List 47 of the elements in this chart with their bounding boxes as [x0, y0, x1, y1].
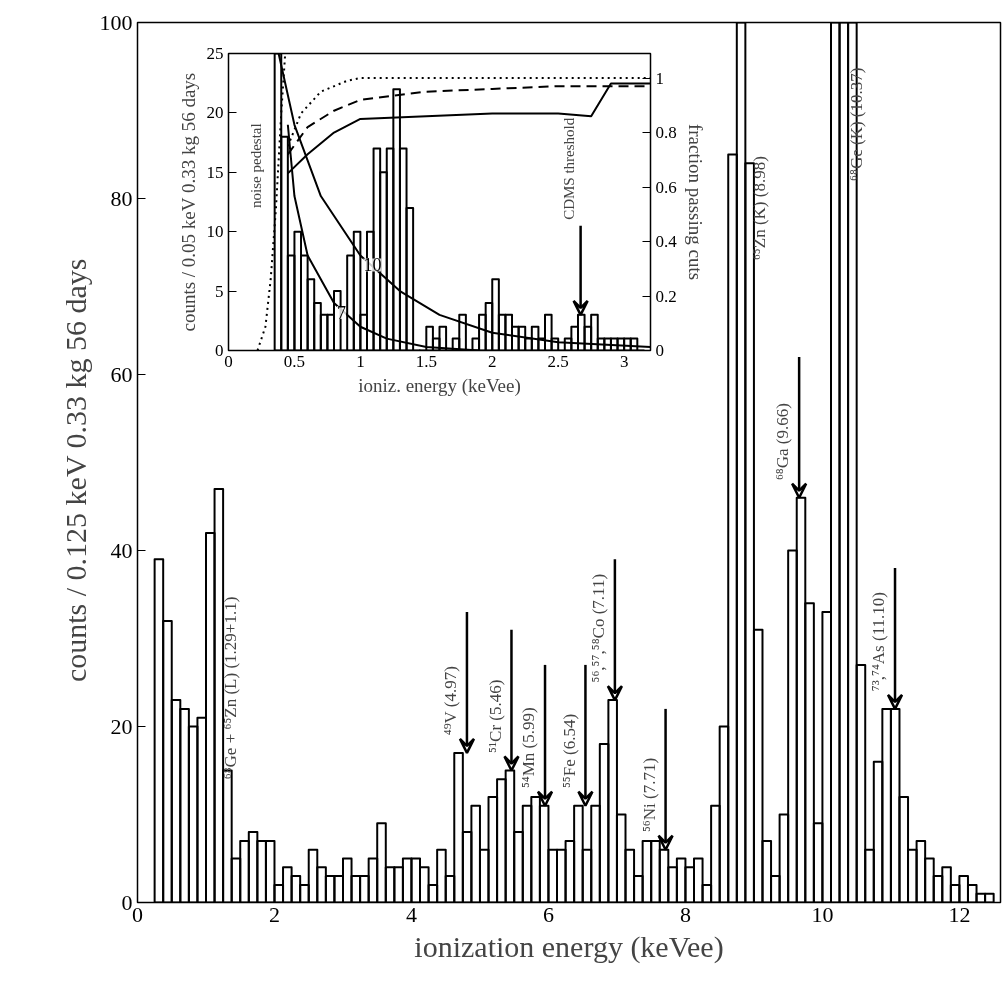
- y-tick-label: 25: [206, 44, 224, 63]
- y-tick-label: 20: [206, 103, 224, 123]
- series-label: 7: [337, 302, 346, 323]
- y-tick-label: 80: [110, 185, 133, 211]
- y-tick-label: 100: [99, 9, 133, 35]
- y2-tick-label: 0.8: [655, 123, 677, 143]
- annotation: ⁶⁸Ge + ⁶⁵Zn (L) (1.29+1.1): [221, 596, 241, 780]
- annotation: ⁵⁵Fe (6.54): [559, 713, 579, 789]
- y2-tick-label: 1: [655, 68, 664, 88]
- annotation: ⁶⁸Ge (K) (10.37): [847, 67, 867, 181]
- x-tick-label: 0.5: [283, 351, 306, 371]
- y-tick-label: 10: [206, 222, 224, 242]
- annotation: ⁵⁴Mn (5.99): [519, 707, 539, 789]
- y-axis-title: counts / 0.125 keV 0.33 kg 56 days: [58, 258, 92, 683]
- annotation: ⁷³,⁷⁴As (11.10): [869, 592, 889, 692]
- annotation: ⁶⁸Ga (9.66): [773, 403, 793, 481]
- y2-tick-label: 0.4: [655, 232, 678, 252]
- y2-tick-label: 0.6: [655, 177, 677, 197]
- x-tick-label: 3: [619, 351, 629, 371]
- x-tick-label: 1.5: [415, 351, 437, 371]
- y2-tick-label: 0.2: [655, 286, 677, 306]
- series-label: 10: [363, 255, 382, 276]
- x-tick-label: 8: [679, 901, 691, 927]
- x-tick-label: 12: [948, 901, 971, 927]
- y2-axis-title: fraction passing cuts: [684, 123, 706, 281]
- y-tick-label: 20: [110, 713, 133, 739]
- x-tick-label: 4: [405, 901, 417, 927]
- y-axis-title: counts / 0.05 keV 0.33 kg 56 days: [177, 72, 199, 332]
- annotation: ⁵⁶,⁵⁷,⁵⁸Co (7.11): [588, 573, 608, 683]
- x-tick-label: 1: [356, 351, 365, 371]
- y-tick-label: 5: [215, 281, 224, 301]
- x-axis-title: ionization energy (keVee): [414, 929, 724, 964]
- annotation: ⁵⁶Ni (7.71): [639, 757, 659, 833]
- x-tick-label: 2: [488, 351, 497, 371]
- x-tick-label: 6: [542, 901, 554, 927]
- annotation: ⁵¹Cr (5.46): [485, 679, 505, 753]
- y-tick-label: 15: [206, 162, 224, 182]
- x-axis-title: ioniz. energy (keVee): [358, 374, 521, 397]
- annotation: ⁴⁹V (4.97): [441, 666, 461, 736]
- y-tick-label: 40: [110, 537, 133, 563]
- annotation: CDMS threshold: [561, 117, 578, 220]
- annotation: noise pedestal: [248, 123, 265, 208]
- x-tick-label: 2: [268, 901, 280, 927]
- y-tick-label: 60: [110, 361, 133, 387]
- x-tick-label: 2.5: [547, 351, 569, 371]
- annotation: ⁶⁵Zn (K) (8.98): [750, 156, 769, 261]
- x-tick-label: 10: [811, 901, 834, 927]
